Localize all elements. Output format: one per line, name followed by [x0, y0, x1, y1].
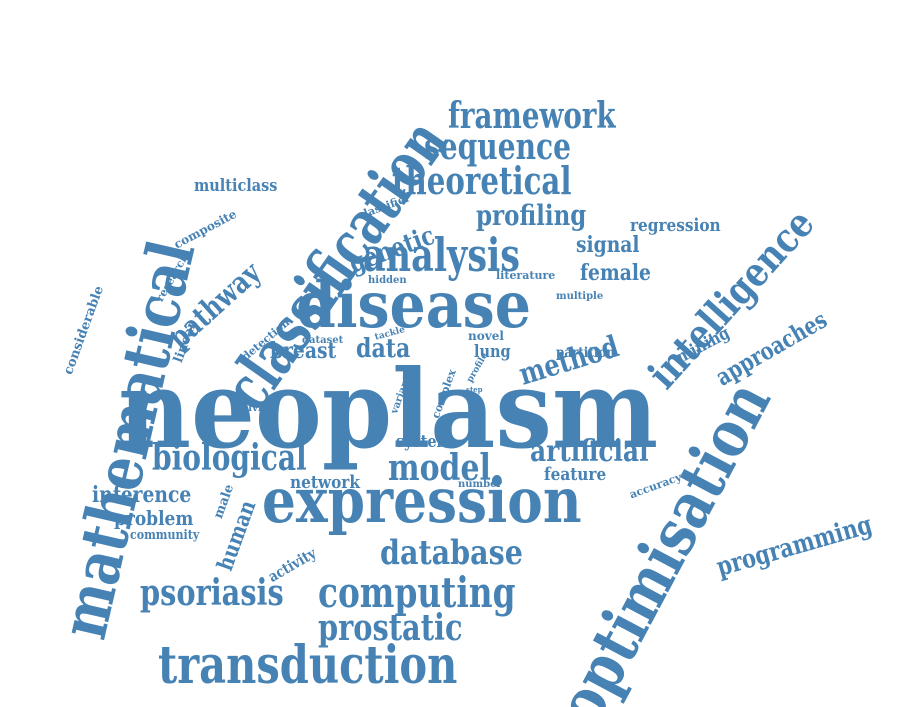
word-considerable: considerable	[61, 284, 108, 377]
word-network: network	[290, 472, 360, 493]
word-multiple: multiple	[556, 291, 604, 302]
word-analysis: analysis	[363, 228, 520, 282]
word-transduction: transduction	[158, 635, 458, 696]
word-expression: expression	[262, 464, 582, 537]
word-novel: novel	[468, 329, 504, 343]
word-artificial: artificial	[530, 434, 649, 469]
word-activity: activity	[265, 544, 320, 586]
word-computing: computing	[318, 568, 516, 617]
word-feature: feature	[544, 464, 607, 485]
word-breast: breast	[270, 338, 337, 364]
word-system: system	[396, 432, 452, 452]
word-hidden: hidden	[368, 275, 407, 286]
word-number: number	[458, 479, 502, 490]
word-composite: composite	[171, 206, 239, 252]
word-signal: signal	[576, 232, 640, 258]
word-theoretical: theoretical	[392, 158, 572, 203]
word-data: data	[356, 334, 411, 364]
word-neoplasm: neoplasm	[118, 347, 659, 473]
word-programming: programming	[713, 509, 876, 583]
word-literature: literature	[496, 269, 556, 282]
word-problem: problem	[114, 506, 194, 530]
word-female: female	[580, 260, 651, 286]
word-sequence: sequence	[424, 126, 571, 168]
word-step: step	[466, 385, 483, 394]
word-prostatic: prostatic	[318, 607, 463, 649]
word-model: model	[388, 447, 491, 489]
word-regression: regression	[630, 215, 721, 236]
word-lung: lung	[474, 342, 511, 362]
word-inference: inference	[92, 482, 192, 508]
word-disease: disease	[296, 268, 531, 343]
word-profiling: profiling	[476, 199, 587, 232]
word-framework: framework	[448, 95, 616, 137]
word-dataset: dataset	[302, 335, 344, 346]
word-database: database	[380, 533, 523, 573]
word-partition: partition	[556, 345, 615, 361]
word-biological: biological	[152, 437, 307, 479]
word-solving: solving	[236, 403, 276, 414]
word-multiclass: multiclass	[194, 176, 278, 196]
word-psoriasis: psoriasis	[140, 572, 284, 614]
word-community: community	[130, 528, 200, 543]
